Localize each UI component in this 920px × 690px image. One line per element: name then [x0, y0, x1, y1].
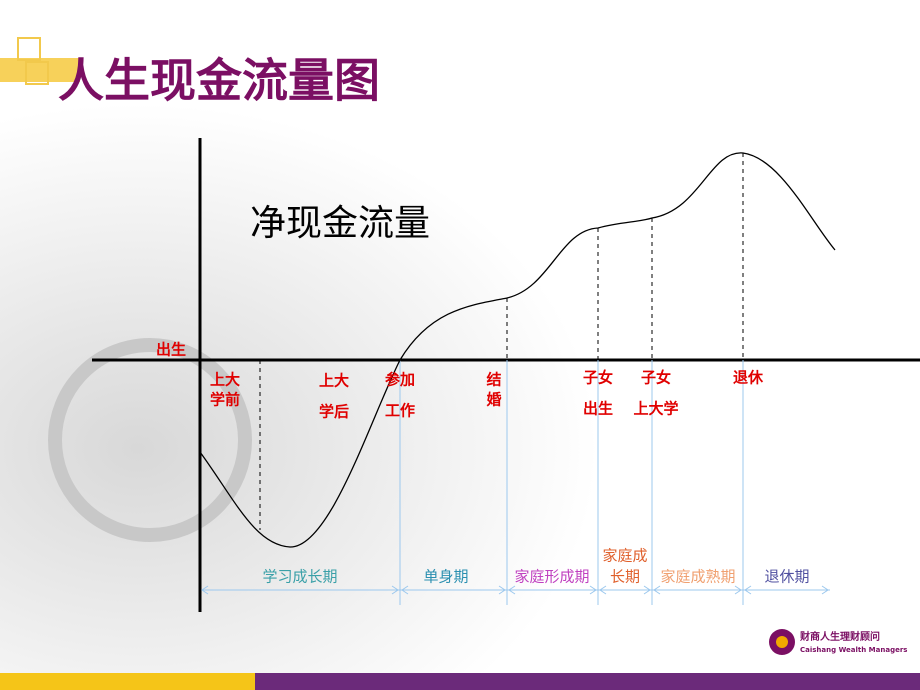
event-label: 工作 [385, 402, 415, 420]
event-label: 上大 [210, 371, 240, 389]
arrow-head [201, 585, 209, 595]
arrow-head [401, 585, 409, 595]
cash-flow-curve [199, 152, 836, 548]
phase-label: 家庭成 [602, 547, 647, 565]
event-label: 上大学 [633, 400, 678, 418]
arrow-head [744, 585, 752, 595]
event-label: 子女 [583, 369, 613, 387]
footer-bar-yellow [0, 673, 255, 690]
arrow-head [391, 585, 399, 595]
arrow-head [589, 585, 597, 595]
phase-label: 退休期 [764, 568, 809, 586]
arrow-head [821, 585, 829, 595]
phase-label: 家庭形成期 [514, 568, 589, 586]
arrow-head [643, 585, 651, 595]
event-label: 婚 [486, 391, 501, 409]
event-label: 上大 [319, 372, 349, 390]
phase-label: 学习成长期 [262, 568, 337, 586]
phase-dividers [202, 360, 830, 605]
event-label: 子女 [641, 369, 671, 387]
y-axis-label: 净现金流量 [250, 203, 430, 244]
logo-icon-inner [776, 636, 788, 648]
footer-bar-purple [255, 673, 920, 690]
arrow-head [599, 585, 607, 595]
square-decoration [25, 61, 49, 85]
square-decoration [17, 37, 41, 61]
event-label: 出生 [583, 400, 613, 418]
event-markers [259, 153, 744, 530]
arrow-head [653, 585, 661, 595]
title: 人生现金流量图 [58, 54, 380, 108]
arrow-head [508, 585, 516, 595]
event-label: 结 [486, 371, 501, 389]
phase-label: 长期 [610, 568, 640, 586]
origin-label: 出生 [156, 341, 186, 359]
phase-label: 家庭成熟期 [660, 568, 735, 586]
arrow-head [498, 585, 506, 595]
watch-decoration [48, 338, 252, 542]
phase-label: 单身期 [423, 568, 468, 586]
event-label: 退休 [733, 369, 764, 387]
logo-english: Caishang Wealth Managers [800, 646, 907, 654]
event-label: 学前 [210, 391, 240, 409]
event-label: 学后 [319, 403, 349, 421]
logo-name: 财商人生理财顾问 [799, 630, 880, 643]
arrow-head [734, 585, 742, 595]
event-label: 参加 [385, 371, 415, 389]
